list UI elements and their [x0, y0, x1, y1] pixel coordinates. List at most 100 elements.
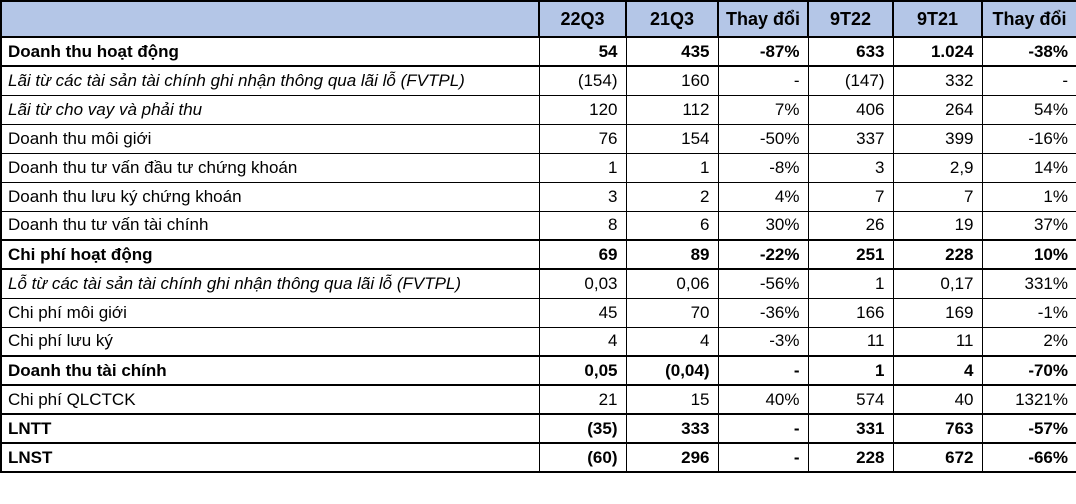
- row-label: Doanh thu môi giới: [0, 123, 540, 154]
- value-cell: -57%: [981, 413, 1076, 444]
- row-label: Doanh thu tài chính: [0, 355, 540, 386]
- row-label: LNTT: [0, 413, 540, 444]
- value-cell: -22%: [717, 239, 809, 270]
- value-cell: 633: [807, 36, 894, 67]
- value-cell: (154): [538, 65, 627, 96]
- table-row: Lỗ từ các tài sản tài chính ghi nhận thô…: [0, 268, 1076, 299]
- row-label: LNST: [0, 442, 540, 473]
- header-row: 22Q3 21Q3 Thay đổi 9T22 9T21 Thay đổi: [0, 0, 1076, 38]
- value-cell: 1%: [981, 181, 1076, 212]
- value-cell: 70: [625, 297, 719, 328]
- value-cell: 26: [807, 210, 894, 241]
- corner-header-cell: [0, 0, 540, 38]
- value-cell: -: [717, 413, 809, 444]
- value-cell: 2%: [981, 326, 1076, 357]
- value-cell: -: [717, 442, 809, 473]
- value-cell: -66%: [981, 442, 1076, 473]
- value-cell: -56%: [717, 268, 809, 299]
- value-cell: -: [717, 65, 809, 96]
- row-label: Chi phí lưu ký: [0, 326, 540, 357]
- value-cell: 19: [892, 210, 983, 241]
- value-cell: 10%: [981, 239, 1076, 270]
- value-cell: 15: [625, 384, 719, 415]
- value-cell: 37%: [981, 210, 1076, 241]
- value-cell: 763: [892, 413, 983, 444]
- value-cell: 228: [892, 239, 983, 270]
- value-cell: -36%: [717, 297, 809, 328]
- value-cell: 3: [807, 152, 894, 183]
- value-cell: (0,04): [625, 355, 719, 386]
- column-header: 9T21: [892, 0, 983, 38]
- value-cell: 3: [538, 181, 627, 212]
- value-cell: 399: [892, 123, 983, 154]
- table-row: Chi phí môi giới 45 70 -36% 166 169 -1%: [0, 297, 1076, 328]
- value-cell: 0,17: [892, 268, 983, 299]
- value-cell: 1: [625, 152, 719, 183]
- table-row: Lãi từ các tài sản tài chính ghi nhận th…: [0, 65, 1076, 96]
- value-cell: -50%: [717, 123, 809, 154]
- value-cell: 1: [807, 355, 894, 386]
- value-cell: 2,9: [892, 152, 983, 183]
- value-cell: -1%: [981, 297, 1076, 328]
- value-cell: 76: [538, 123, 627, 154]
- value-cell: 14%: [981, 152, 1076, 183]
- value-cell: -16%: [981, 123, 1076, 154]
- row-label: Lãi từ cho vay và phải thu: [0, 94, 540, 125]
- value-cell: -87%: [717, 36, 809, 67]
- value-cell: 331: [807, 413, 894, 444]
- table-row: Lãi từ cho vay và phải thu 120 112 7% 406 264…: [0, 94, 1076, 125]
- value-cell: 11: [892, 326, 983, 357]
- value-cell: 574: [807, 384, 894, 415]
- value-cell: 7%: [717, 94, 809, 125]
- value-cell: 6: [625, 210, 719, 241]
- table-row: Doanh thu tư vấn tài chính 8 6 30% 26 19 37%: [0, 210, 1076, 241]
- table-body: Doanh thu hoạt động 54 435 -87% 633 1.024 -38%…: [0, 36, 1076, 473]
- financial-results-table: 22Q3 21Q3 Thay đổi 9T22 9T21 Thay đổi Doanh t…: [0, 0, 1076, 473]
- value-cell: 160: [625, 65, 719, 96]
- value-cell: 21: [538, 384, 627, 415]
- value-cell: 264: [892, 94, 983, 125]
- value-cell: 8: [538, 210, 627, 241]
- value-cell: 7: [807, 181, 894, 212]
- value-cell: 30%: [717, 210, 809, 241]
- table-row: Doanh thu lưu ký chứng khoán 3 2 4% 7 7 1%: [0, 181, 1076, 212]
- value-cell: 69: [538, 239, 627, 270]
- column-header: Thay đổi: [717, 0, 809, 38]
- row-label: Doanh thu lưu ký chứng khoán: [0, 181, 540, 212]
- value-cell: -38%: [981, 36, 1076, 67]
- row-label: Doanh thu hoạt động: [0, 36, 540, 67]
- row-label: Chi phí môi giới: [0, 297, 540, 328]
- column-header: 9T22: [807, 0, 894, 38]
- row-label: Doanh thu tư vấn đầu tư chứng khoán: [0, 152, 540, 183]
- value-cell: 332: [892, 65, 983, 96]
- value-cell: 337: [807, 123, 894, 154]
- value-cell: -70%: [981, 355, 1076, 386]
- value-cell: 406: [807, 94, 894, 125]
- value-cell: (147): [807, 65, 894, 96]
- value-cell: -3%: [717, 326, 809, 357]
- value-cell: (60): [538, 442, 627, 473]
- column-header: 22Q3: [538, 0, 627, 38]
- value-cell: -: [717, 355, 809, 386]
- value-cell: 40%: [717, 384, 809, 415]
- value-cell: 0,03: [538, 268, 627, 299]
- table-row: Chi phí hoạt động 69 89 -22% 251 228 10%: [0, 239, 1076, 270]
- value-cell: 7: [892, 181, 983, 212]
- value-cell: 54: [538, 36, 627, 67]
- row-label: Lãi từ các tài sản tài chính ghi nhận th…: [0, 65, 540, 96]
- value-cell: 169: [892, 297, 983, 328]
- row-label: Doanh thu tư vấn tài chính: [0, 210, 540, 241]
- value-cell: 251: [807, 239, 894, 270]
- table-row: Doanh thu hoạt động 54 435 -87% 633 1.024 -38%: [0, 36, 1076, 67]
- value-cell: 4%: [717, 181, 809, 212]
- value-cell: 40: [892, 384, 983, 415]
- value-cell: 0,05: [538, 355, 627, 386]
- row-label: Chi phí QLCTCK: [0, 384, 540, 415]
- value-cell: 1.024: [892, 36, 983, 67]
- value-cell: 154: [625, 123, 719, 154]
- value-cell: 1321%: [981, 384, 1076, 415]
- value-cell: -: [981, 65, 1076, 96]
- column-header: 21Q3: [625, 0, 719, 38]
- value-cell: 4: [892, 355, 983, 386]
